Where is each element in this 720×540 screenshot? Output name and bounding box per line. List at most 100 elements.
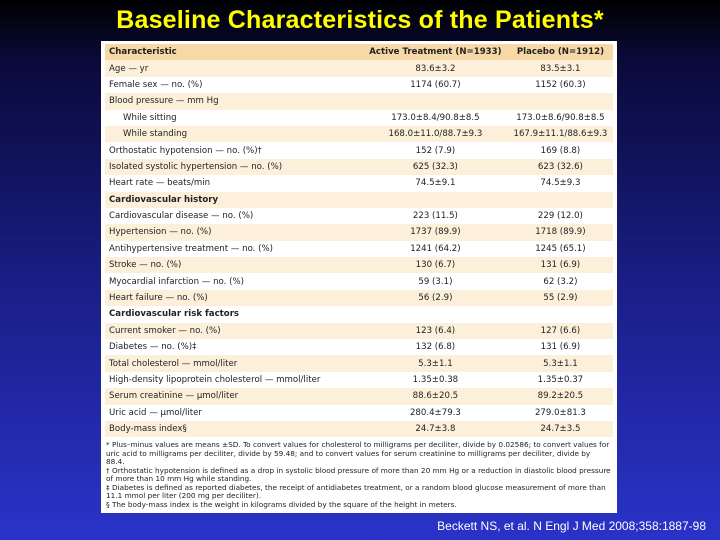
placebo-value: 1245 (65.1)	[507, 240, 613, 258]
placebo-value: 169 (8.8)	[507, 142, 613, 159]
table-row: Cardiovascular disease — no. (%) 223 (11.…	[105, 207, 613, 225]
placebo-value: 24.7±3.5	[507, 420, 613, 438]
placebo-value: 83.5±3.1	[507, 60, 613, 77]
active-treatment-value: 123 (6.4)	[363, 322, 508, 340]
active-treatment-value: 152 (7.9)	[363, 142, 508, 159]
table-row: Diabetes — no. (%)‡ 132 (6.8) 131 (6.9)	[105, 339, 613, 356]
placebo-value: 131 (6.9)	[507, 257, 613, 274]
column-header-characteristic: Characteristic	[105, 44, 363, 61]
placebo-value: 127 (6.6)	[507, 322, 613, 340]
row-label: While standing	[105, 125, 363, 143]
placebo-value: 1152 (60.3)	[507, 76, 613, 94]
table-row: Blood pressure — mm Hg	[105, 93, 613, 110]
table-row: Heart rate — beats/min 74.5±9.1 74.5±9.3	[105, 175, 613, 192]
active-treatment-value	[363, 93, 508, 110]
table-header-row: Characteristic Active Treatment (N=1933)…	[105, 44, 613, 61]
active-treatment-value: 24.7±3.8	[363, 420, 508, 438]
section-header-row: Cardiovascular history	[105, 191, 613, 208]
active-treatment-value: 1737 (89.9)	[363, 224, 508, 241]
table-row: Uric acid — μmol/liter 280.4±79.3 279.0±81…	[105, 404, 613, 421]
table-row: Stroke — no. (%) 130 (6.7) 131 (6.9)	[105, 257, 613, 274]
row-label: Heart rate — beats/min	[105, 175, 363, 192]
row-label: Stroke — no. (%)	[105, 257, 363, 274]
row-label: Myocardial infarction — no. (%)	[105, 273, 363, 290]
row-label: Body-mass index§	[105, 420, 363, 438]
active-treatment-value: 168.0±11.0/88.7±9.3	[363, 125, 508, 143]
table-row: Hypertension — no. (%) 1737 (89.9) 1718 (8…	[105, 224, 613, 241]
active-treatment-value	[363, 306, 508, 323]
row-label: Cardiovascular disease — no. (%)	[105, 207, 363, 225]
citation: Beckett NS, et al. N Engl J Med 2008;358…	[437, 519, 706, 533]
active-treatment-value: 1.35±0.38	[363, 371, 508, 389]
table-row: Orthostatic hypotension — no. (%)† 152 (7…	[105, 142, 613, 159]
table-row: While sitting 173.0±8.4/90.8±8.5 173.0±8.6…	[105, 109, 613, 126]
row-label: Serum creatinine — μmol/liter	[105, 388, 363, 405]
table-body: Age — yr 83.6±3.2 83.5±3.1 Female sex — no.…	[105, 60, 613, 438]
active-treatment-value: 1241 (64.2)	[363, 240, 508, 258]
row-label: Current smoker — no. (%)	[105, 322, 363, 340]
slide-title: Baseline Characteristics of the Patients…	[116, 6, 604, 34]
row-label: Hypertension — no. (%)	[105, 224, 363, 241]
row-label: Total cholesterol — mmol/liter	[105, 355, 363, 372]
table-row: Myocardial infarction — no. (%) 59 (3.1) 6…	[105, 273, 613, 290]
placebo-value: 1.35±0.37	[507, 371, 613, 389]
active-treatment-value: 1174 (60.7)	[363, 76, 508, 94]
table-row: Isolated systolic hypertension — no. (%)…	[105, 158, 613, 176]
table-row: Serum creatinine — μmol/liter 88.6±20.5 89…	[105, 388, 613, 405]
row-label: Orthostatic hypotension — no. (%)†	[105, 142, 363, 159]
row-label: Diabetes — no. (%)‡	[105, 339, 363, 356]
placebo-value: 62 (3.2)	[507, 273, 613, 290]
table-panel: Characteristic Active Treatment (N=1933)…	[101, 41, 617, 513]
placebo-value: 1718 (89.9)	[507, 224, 613, 241]
placebo-value	[507, 191, 613, 208]
active-treatment-value: 132 (6.8)	[363, 339, 508, 356]
footnote: † Orthostatic hypotension is defined as …	[106, 465, 611, 483]
active-treatment-value: 59 (3.1)	[363, 273, 508, 290]
footnotes: * Plus–minus values are means ±SD. To co…	[106, 440, 611, 509]
row-label: Cardiovascular risk factors	[105, 306, 363, 323]
placebo-value	[507, 93, 613, 110]
row-label: High-density lipoprotein cholesterol — m…	[105, 371, 363, 389]
row-label: While sitting	[105, 109, 363, 126]
active-treatment-value: 5.3±1.1	[363, 355, 508, 372]
row-label: Blood pressure — mm Hg	[105, 93, 363, 110]
placebo-value: 229 (12.0)	[507, 207, 613, 225]
placebo-value: 173.0±8.6/90.8±8.5	[507, 109, 613, 126]
active-treatment-value: 88.6±20.5	[363, 388, 508, 405]
footnote: * Plus–minus values are means ±SD. To co…	[106, 440, 610, 466]
table-row: Current smoker — no. (%) 123 (6.4) 127 (6.…	[105, 322, 613, 340]
placebo-value: 167.9±11.1/88.6±9.3	[507, 125, 613, 143]
column-header-placebo: Placebo (N=1912)	[507, 44, 613, 61]
active-treatment-value: 625 (32.3)	[363, 158, 508, 176]
placebo-value: 89.2±20.5	[507, 388, 613, 405]
active-treatment-value: 280.4±79.3	[363, 404, 508, 421]
placebo-value: 623 (32.6)	[507, 158, 613, 176]
row-label: Age — yr	[105, 60, 363, 77]
row-label: Isolated systolic hypertension — no. (%)	[105, 158, 363, 176]
active-treatment-value: 74.5±9.1	[363, 175, 508, 192]
active-treatment-value	[363, 191, 508, 208]
footnote: § The body-mass index is the weight in k…	[106, 499, 457, 509]
column-header-active: Active Treatment (N=1933)	[363, 44, 508, 61]
active-treatment-value: 56 (2.9)	[363, 289, 508, 307]
row-label: Antihypertensive treatment — no. (%)	[105, 240, 363, 258]
footnote: ‡ Diabetes is defined as reported diabet…	[106, 482, 606, 500]
table-row: Age — yr 83.6±3.2 83.5±3.1	[105, 60, 613, 77]
table-row: High-density lipoprotein cholesterol — m…	[105, 371, 613, 389]
placebo-value: 55 (2.9)	[507, 289, 613, 307]
table-row: Total cholesterol — mmol/liter 5.3±1.1 5.3…	[105, 355, 613, 372]
active-treatment-value: 130 (6.7)	[363, 257, 508, 274]
row-label: Cardiovascular history	[105, 191, 363, 208]
placebo-value: 5.3±1.1	[507, 355, 613, 372]
row-label: Uric acid — μmol/liter	[105, 404, 363, 421]
table-row: Body-mass index§ 24.7±3.8 24.7±3.5	[105, 420, 613, 438]
table-row: Heart failure — no. (%) 56 (2.9) 55 (2.9)	[105, 289, 613, 307]
placebo-value: 279.0±81.3	[507, 404, 613, 421]
placebo-value: 131 (6.9)	[507, 339, 613, 356]
section-header-row: Cardiovascular risk factors	[105, 306, 613, 323]
row-label: Heart failure — no. (%)	[105, 289, 363, 307]
table-row: Antihypertensive treatment — no. (%) 1241…	[105, 240, 613, 258]
active-treatment-value: 173.0±8.4/90.8±8.5	[363, 109, 508, 126]
table-row: Female sex — no. (%) 1174 (60.7) 1152 (60.…	[105, 76, 613, 94]
placebo-value: 74.5±9.3	[507, 175, 613, 192]
